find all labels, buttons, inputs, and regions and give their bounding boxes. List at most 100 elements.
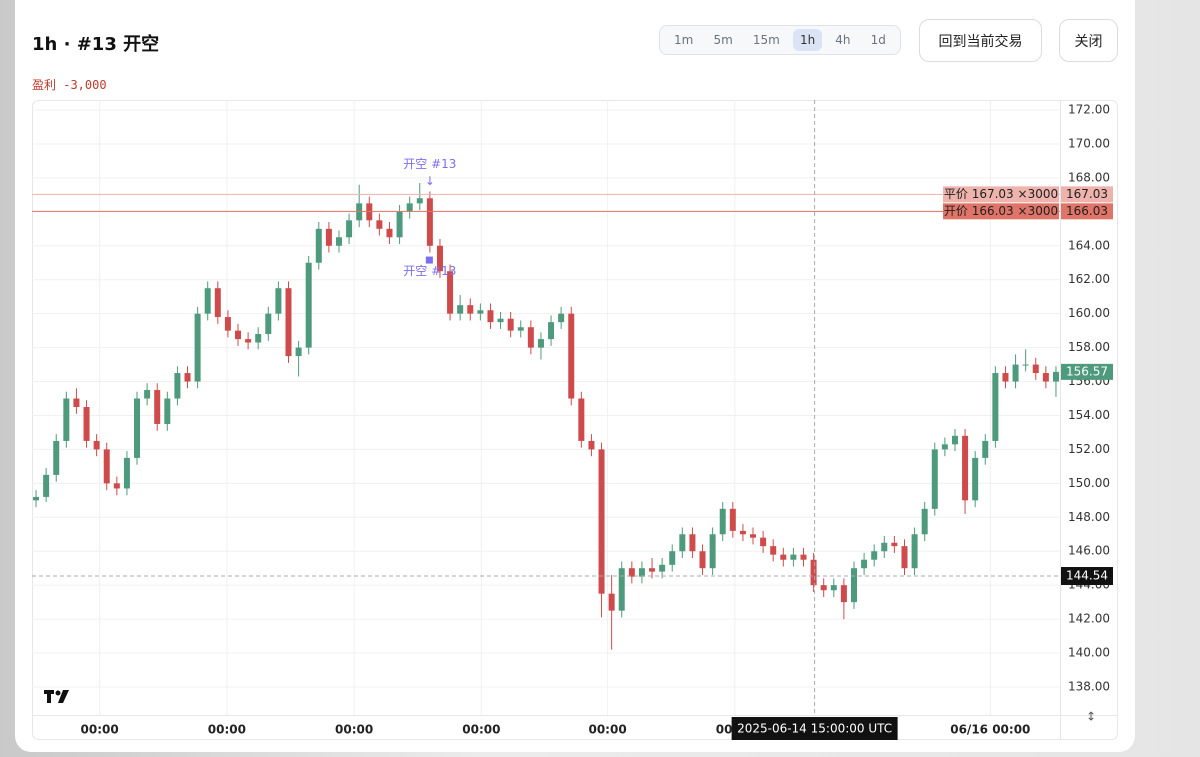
candle-body [689, 534, 696, 552]
candle-body [184, 373, 191, 382]
candle-body [790, 554, 797, 560]
candle-body [164, 398, 171, 424]
interval-option[interactable]: 1m [674, 33, 694, 47]
marker-label: 开空 #13 [403, 264, 456, 278]
candle-body [972, 457, 979, 501]
candle-body [416, 198, 423, 204]
y-tick-label: 170.00 [1068, 136, 1110, 150]
interval-option[interactable]: 4h [835, 33, 851, 47]
crosshair-x-bg [731, 717, 898, 740]
candle-body [73, 398, 80, 407]
candle-body [951, 435, 958, 445]
y-tick-label: 162.00 [1068, 272, 1110, 286]
candle-body [527, 327, 534, 348]
candle-body [548, 322, 555, 340]
candle-body [245, 339, 252, 343]
interval-option[interactable]: 1h [792, 29, 823, 51]
candle-body [396, 211, 403, 238]
x-tick-label: 00:00 [208, 723, 246, 737]
order-label: 开价 166.03 ×3000 [944, 204, 1058, 218]
y-tick-label: 154.00 [1068, 408, 1110, 422]
candle-body [406, 203, 413, 212]
candle-body [144, 390, 151, 399]
candle-body [1032, 364, 1039, 374]
candle-body [760, 537, 767, 547]
candle-body [275, 288, 282, 314]
candle-body [467, 305, 474, 314]
candle-body [517, 327, 524, 331]
interval-selector: 1m 5m 15m 1h 4h 1d [659, 25, 901, 55]
candle-body [669, 551, 676, 565]
y-tick-label: 168.00 [1068, 170, 1110, 184]
candle-body [497, 318, 504, 323]
candle-body [638, 568, 645, 577]
x-tick-label: 00:00 [335, 723, 373, 737]
candle-body [830, 585, 837, 591]
candle-body [507, 318, 514, 331]
candle-body [487, 310, 494, 323]
marker-square [425, 256, 433, 264]
candle-body [1002, 373, 1009, 382]
candle-body [649, 568, 656, 572]
crosshair-y-label: 144.54 [1066, 569, 1108, 583]
x-tick-label: 00:00 [81, 723, 119, 737]
candle-body [729, 508, 736, 531]
candle-body [174, 373, 181, 399]
interval-option[interactable]: 1d [870, 33, 886, 47]
scale-toggle[interactable]: ↕ [1086, 710, 1096, 724]
candle-body [255, 334, 262, 343]
y-tick-label: 160.00 [1068, 306, 1110, 320]
last-price: 156.57 [1066, 364, 1108, 378]
candle-body [608, 593, 615, 611]
candle-body [447, 271, 454, 314]
candle-body [750, 534, 757, 538]
candle-body [43, 474, 50, 497]
candle-body [194, 313, 201, 382]
interval-option[interactable]: 15m [752, 33, 780, 47]
chart-frame [32, 100, 1118, 740]
close-button[interactable]: 关闭 [1059, 19, 1118, 62]
order-label-bg [943, 186, 1059, 203]
candle-body [558, 313, 565, 323]
candle-body [941, 444, 948, 450]
candle-body [840, 585, 847, 603]
order-label-bg [943, 203, 1059, 220]
y-tick-label: 172.00 [1068, 103, 1110, 117]
y-tick-label: 142.00 [1068, 612, 1110, 626]
candle-body [1022, 364, 1029, 366]
candle-body [598, 449, 605, 594]
candle-body [850, 568, 857, 603]
candle-body [992, 373, 999, 441]
candle-body [113, 483, 120, 489]
candle-body [214, 288, 221, 318]
chart: ↕ 138.00140.00142.00144.00146.00148.0015… [32, 100, 1118, 740]
candle-body [1012, 364, 1019, 382]
candle-body [578, 398, 585, 441]
candle-body [386, 228, 393, 238]
price-tag: 167.03 [1066, 187, 1108, 201]
y-tick-label: 138.00 [1068, 679, 1110, 693]
candle-body [962, 435, 969, 501]
candle-body [1042, 373, 1049, 382]
y-tick-label: 152.00 [1068, 442, 1110, 456]
x-tick-label: 00:00 [588, 723, 626, 737]
candle-body [739, 530, 746, 535]
candle-body [719, 508, 726, 535]
candle-body [901, 546, 908, 569]
candle-body [436, 245, 443, 272]
candle-body [154, 390, 161, 424]
candle-body [871, 551, 878, 560]
interval-option[interactable]: 5m [713, 33, 733, 47]
candle-body [315, 228, 322, 263]
marker-label: 开空 #13 [403, 157, 456, 171]
candle-body [568, 313, 575, 399]
candle-body [861, 559, 868, 569]
candle-body [800, 554, 807, 560]
candle-body [346, 220, 353, 238]
price-tag-bg [1061, 186, 1113, 203]
y-tick-label: 150.00 [1068, 476, 1110, 490]
candle-body [204, 288, 211, 314]
candle-body [820, 585, 827, 591]
last-price-bg [1061, 363, 1113, 380]
back-button[interactable]: 回到当前交易 [919, 19, 1042, 62]
